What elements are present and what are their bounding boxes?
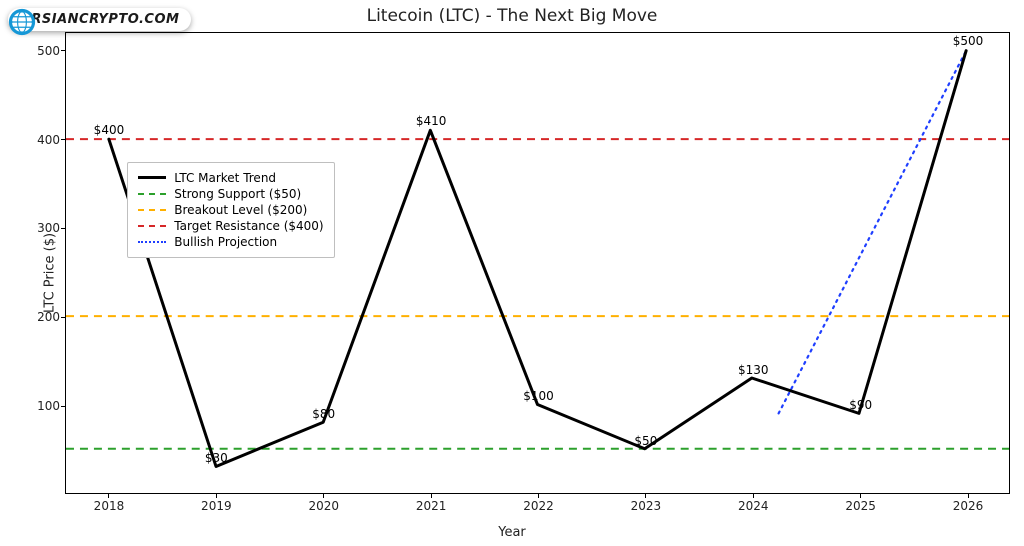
legend-label: Strong Support ($50)	[174, 187, 301, 201]
data-point-label: $90	[849, 398, 872, 412]
legend: LTC Market Trend Strong Support ($50) Brea…	[127, 162, 334, 258]
globe-icon	[8, 8, 36, 36]
watermark-text: PARSIANCRYPTO.COM	[12, 12, 179, 27]
chart-container: 1002003004005002018201920202021202220232…	[65, 32, 1010, 494]
data-point-label: $30	[205, 452, 228, 466]
legend-label: Breakout Level ($200)	[174, 203, 307, 217]
legend-swatch	[138, 225, 166, 227]
data-point-label: $400	[94, 123, 125, 137]
data-point-label: $80	[312, 407, 335, 421]
watermark-badge: PARSIANCRYPTO.COM	[8, 8, 191, 31]
legend-swatch	[138, 209, 166, 211]
plot-svg	[66, 33, 1009, 493]
data-point-label: $100	[523, 389, 554, 403]
data-point-label: $500	[953, 34, 984, 48]
data-point-label: $50	[634, 434, 657, 448]
legend-label: Target Resistance ($400)	[174, 219, 323, 233]
legend-swatch	[138, 241, 166, 243]
legend-item: Breakout Level ($200)	[138, 203, 323, 217]
data-point-label: $130	[738, 363, 769, 377]
legend-label: LTC Market Trend	[174, 171, 276, 185]
y-axis-label: LTC Price ($)	[43, 233, 58, 313]
legend-item: Bullish Projection	[138, 235, 323, 249]
x-axis-label: Year	[0, 525, 1024, 540]
legend-swatch	[138, 193, 166, 195]
legend-swatch	[138, 176, 166, 179]
legend-label: Bullish Projection	[174, 235, 277, 249]
data-point-label: $410	[416, 114, 447, 128]
plot-area: 1002003004005002018201920202021202220232…	[65, 32, 1010, 494]
legend-item: Strong Support ($50)	[138, 187, 323, 201]
legend-item: LTC Market Trend	[138, 171, 323, 185]
legend-item: Target Resistance ($400)	[138, 219, 323, 233]
